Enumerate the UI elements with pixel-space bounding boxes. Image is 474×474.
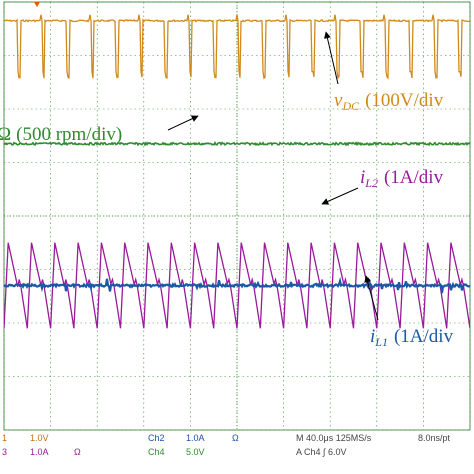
status-ch3-number: 3 [2,447,7,457]
status-ch3-unit: Ω [74,447,81,457]
graticule-grid [3,1,471,431]
vdc-trace [3,14,471,80]
omega-trace [3,140,471,147]
il1-trace [3,276,471,294]
label-callouts [167,31,379,321]
vdc-label: vDC (100V/div [334,90,444,113]
vdc-callout-arrow [324,31,339,85]
omega-label: Ω (500 rpm/div) [0,124,122,145]
il2-trace [4,242,470,329]
status-timebase: M 40.0μs 125MS/s [296,433,372,443]
status-ch2-name: Ch2 [148,433,165,443]
status-ch2-unit: Ω [232,433,239,443]
status-trigger: A Ch4 ∫ 6.0V [296,447,347,457]
trigger-position-marker [34,2,40,7]
il2-callout-arrow [321,187,359,205]
grid-border [3,1,471,431]
status-bar: 1 1.0V Ch2 1.0A Ω M 40.0μs 125MS/s 8.0ns… [2,433,451,457]
status-ch1-number: 1 [2,433,7,443]
status-ch4-name: Ch4 [148,447,165,457]
waveform-traces [3,2,471,329]
status-resolution: 8.0ns/pt [418,433,451,443]
status-ch2-scale: 1.0A [186,433,205,443]
omega-callout-arrow [167,115,199,131]
il2-label: iL2 (1A/div [360,167,444,190]
il1-callout-arrow [364,275,379,321]
status-ch4-scale: 5.0V [186,447,205,457]
status-ch3-scale: 1.0A [30,447,49,457]
il1-label: iL1 (1A/div [370,326,454,349]
status-ch1-scale: 1.0V [30,433,49,443]
